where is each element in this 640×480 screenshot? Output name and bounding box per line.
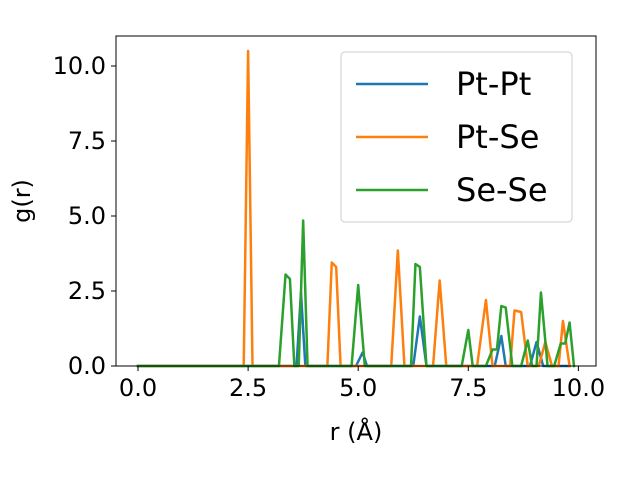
legend: Pt-Pt Pt-Se Se-Se: [340, 51, 573, 223]
legend-box: [340, 51, 573, 223]
y-tick-label: 10.0: [53, 52, 106, 80]
x-tick-label: 10.0: [552, 374, 605, 402]
y-axis: 0.0 2.5 5.0 7.5 10.0: [53, 52, 116, 380]
x-tick-label: 5.0: [339, 374, 377, 402]
y-tick-label: 5.0: [68, 202, 106, 230]
x-axis: 0.0 2.5 5.0 7.5 10.0: [119, 366, 605, 402]
legend-label-se-se: Se-Se: [456, 171, 548, 209]
x-tick-label: 2.5: [229, 374, 267, 402]
legend-label-pt-pt: Pt-Pt: [456, 65, 531, 103]
y-axis-label: g(r): [8, 179, 36, 223]
x-tick-label: 0.0: [119, 374, 157, 402]
y-tick-label: 0.0: [68, 352, 106, 380]
x-axis-label: r (Å): [330, 417, 383, 446]
x-tick-label: 7.5: [449, 374, 487, 402]
y-tick-label: 2.5: [68, 277, 106, 305]
y-tick-label: 7.5: [68, 127, 106, 155]
plot-frame: [115, 35, 597, 367]
legend-label-pt-se: Pt-Se: [456, 118, 539, 156]
